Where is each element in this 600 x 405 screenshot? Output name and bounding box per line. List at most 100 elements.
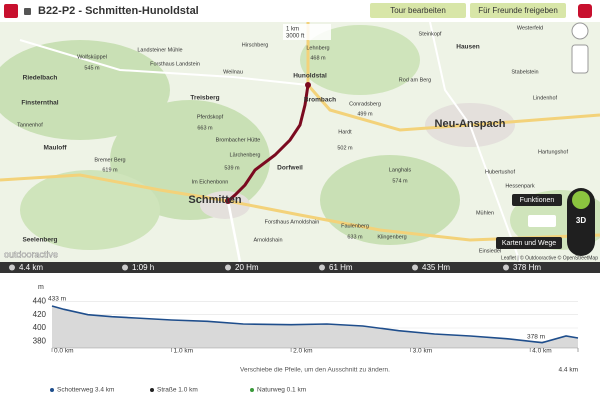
place-label: Hubertushof <box>485 169 515 175</box>
place-label: Wolfsküppel <box>77 54 107 60</box>
stat-value: 20 Hm <box>235 263 259 272</box>
place-label: Forsthaus Arnoldshain <box>265 219 320 225</box>
place-label: Lärchenberg <box>230 152 261 158</box>
legend-label: Straße 1.0 km <box>157 387 198 394</box>
place-label: Hartungshof <box>538 149 568 155</box>
place-label: Hausen <box>456 44 480 51</box>
place-label: 499 m <box>357 111 373 117</box>
place-label: Einsiedel <box>479 248 501 254</box>
route-start <box>305 82 311 88</box>
elevation-line <box>51 305 579 344</box>
place-label: Neu-Anspach <box>435 118 506 130</box>
legend-dot <box>250 388 254 392</box>
layers-tooltip <box>496 237 562 249</box>
y-tick-label: 380 <box>33 336 47 345</box>
stat-icon <box>412 264 418 271</box>
x-tick-label: 4.4 km <box>558 367 578 374</box>
place-label: Dorfweil <box>277 165 303 172</box>
edit-button-label[interactable]: Tour bearbeiten <box>390 6 446 15</box>
place-label: 502 m <box>337 145 353 151</box>
place-label: 663 m <box>197 125 213 131</box>
place-label: Treisberg <box>190 95 219 102</box>
place-label: Pferdskopf <box>197 114 224 120</box>
place-label: 539 m <box>224 165 240 171</box>
road <box>306 22 600 132</box>
edit-button[interactable] <box>370 3 466 18</box>
road <box>0 173 600 242</box>
stat-value: 435 Hm <box>422 263 450 272</box>
place-label: 619 m <box>102 167 118 173</box>
zoom-buttons[interactable] <box>571 44 589 74</box>
close-map-button[interactable] <box>571 22 589 40</box>
x-tick-label: 3.0 km <box>413 348 433 355</box>
place-label: Hardt <box>338 129 352 135</box>
forest <box>320 155 460 245</box>
place-label: Forsthaus Landstein <box>150 61 200 67</box>
place-label: 468 m <box>310 55 326 61</box>
y-tick-label: 440 <box>33 296 47 305</box>
x-tick-label: 1.0 km <box>174 348 194 355</box>
y-axis-label: m <box>38 284 44 291</box>
stat-icon <box>122 264 128 271</box>
3d-label[interactable]: 3D <box>576 216 586 225</box>
tour-title: B22-P2 - Schmitten-Hunoldstal <box>38 5 199 17</box>
road <box>226 200 242 263</box>
place-label: Faulenberg <box>341 223 369 229</box>
place-label: Bremer Berg <box>94 157 125 163</box>
3d-toggle[interactable] <box>528 215 556 227</box>
place-label: Brombach <box>304 97 336 104</box>
close-button[interactable] <box>578 4 592 18</box>
y-tick-label: 400 <box>33 323 47 332</box>
place-label: Stabelstein <box>511 69 538 75</box>
forest <box>20 170 160 250</box>
place-label: Mauloff <box>43 145 67 152</box>
place-label: Hessenpark <box>505 183 535 189</box>
stat-icon <box>9 264 15 271</box>
stat-value: 4.4 km <box>19 263 43 272</box>
place-label: Hunoldstal <box>293 73 327 80</box>
profile-note: Verschiebe die Pfeile, um den Ausschnitt… <box>240 367 390 374</box>
functions-button[interactable] <box>572 191 590 209</box>
road <box>19 39 309 86</box>
place-label: Steinkopf <box>419 31 442 37</box>
place-label: Conradsberg <box>349 101 381 107</box>
watermark: outdooractive <box>4 249 58 259</box>
place-label: Arnoldshain <box>253 237 282 243</box>
x-tick-label: 4.0 km <box>532 348 552 355</box>
stat-value: 378 Hm <box>513 263 541 272</box>
place-label: Riedelbach <box>23 75 58 82</box>
functions-label[interactable]: Funktionen <box>520 197 555 204</box>
functions-tooltip <box>512 194 562 206</box>
route <box>227 84 310 203</box>
route-end <box>225 198 231 204</box>
place-label: Finsternthal <box>21 100 58 107</box>
start-annotation: 433 m <box>48 296 66 303</box>
share-button-label[interactable]: Für Freunde freigeben <box>478 6 558 15</box>
forest <box>0 40 170 140</box>
place-label: Seelenberg <box>22 237 57 244</box>
stat-value: 1:09 h <box>132 263 154 272</box>
scale-ft: 3000 ft <box>286 34 305 40</box>
place-label: Mühlen <box>476 210 494 216</box>
map: 1 km 3000 ft outdooractive Leaflet | © O… <box>0 21 600 263</box>
layers-label[interactable]: Karten und Wege <box>502 240 556 247</box>
place-label: Weilnau <box>223 69 243 75</box>
place-label: Im Eichenbonn <box>192 179 229 185</box>
place-label: Klingenberg <box>377 234 406 240</box>
place-label: Lehnberg <box>306 45 329 51</box>
place-label: Tannenhof <box>17 122 43 128</box>
y-tick-label: 420 <box>33 310 47 319</box>
place-label: Schmitten <box>188 194 241 206</box>
place-label: Brombacher Hütte <box>216 137 261 143</box>
place-label: Westerfeld <box>517 25 543 31</box>
stat-value: 61 Hm <box>329 263 353 272</box>
legend-dot <box>50 388 54 392</box>
legend-label: Naturweg 0.1 km <box>257 387 306 394</box>
place-label: Rod am Berg <box>399 77 431 83</box>
place-label: Hirschberg <box>242 42 269 48</box>
elevation-area <box>52 306 578 348</box>
share-button[interactable] <box>470 3 566 18</box>
legend-label: Schotterweg 3.4 km <box>57 387 114 394</box>
place-label: 633 m <box>347 234 363 240</box>
